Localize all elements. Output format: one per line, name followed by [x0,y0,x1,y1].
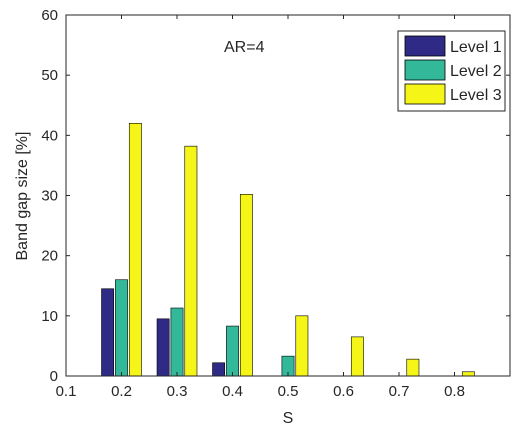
legend-label: Level 1 [450,39,502,56]
y-tick-label: 50 [41,67,58,84]
x-tick-label: 0.8 [444,383,465,400]
legend-swatch-level-1 [404,35,446,57]
bar-level-1-1 [156,318,170,377]
x-tick-label: 0.3 [167,383,188,400]
bar-level-3-3 [295,315,309,377]
x-axis-label: S [283,410,294,427]
legend: Level 1 Level 2 Level 3 [397,30,506,112]
y-axis-label: Band gap size [%] [14,132,31,261]
x-tick-label: 0.6 [333,383,354,400]
legend-label: Level 2 [450,63,502,80]
legend-swatch-level-3 [404,83,446,105]
bar-level-3-1 [184,145,198,377]
x-tick-label: 0.1 [56,383,77,400]
bar-level-1-0 [101,288,115,377]
x-tick-label: 0.7 [389,383,410,400]
annotation-text: AR=4 [224,39,265,56]
bar-level-2-1 [170,307,184,377]
bar-level-3-5 [406,358,420,377]
bar-level-2-2 [226,325,239,377]
y-tick-label: 30 [41,188,58,205]
x-tick-label: 0.2 [111,383,132,400]
y-tick-label: 60 [41,7,58,24]
bar-level-2-0 [115,279,128,377]
x-tick-label: 0.4 [222,383,243,400]
bar-level-3-4 [350,336,364,377]
bar-level-3-6 [461,371,475,377]
x-tick-label: 0.5 [278,383,299,400]
legend-swatch-level-2 [404,59,446,81]
plot-frame [65,14,511,377]
bar-level-3-2 [239,194,253,377]
legend-label: Level 3 [450,87,502,104]
bar-level-3-0 [128,123,142,377]
bar-level-1-2 [212,362,226,377]
bars-layer [101,123,475,377]
y-tick-label: 0 [50,368,58,385]
y-tick-label: 10 [41,308,58,325]
y-tick-label: 20 [41,248,58,265]
y-tick-label: 40 [41,127,58,144]
ticks-layer: 0.1 0.2 0.3 0.4 0.5 0.6 0.7 0.8 0 10 20 30 40 50 60 [41,7,510,400]
